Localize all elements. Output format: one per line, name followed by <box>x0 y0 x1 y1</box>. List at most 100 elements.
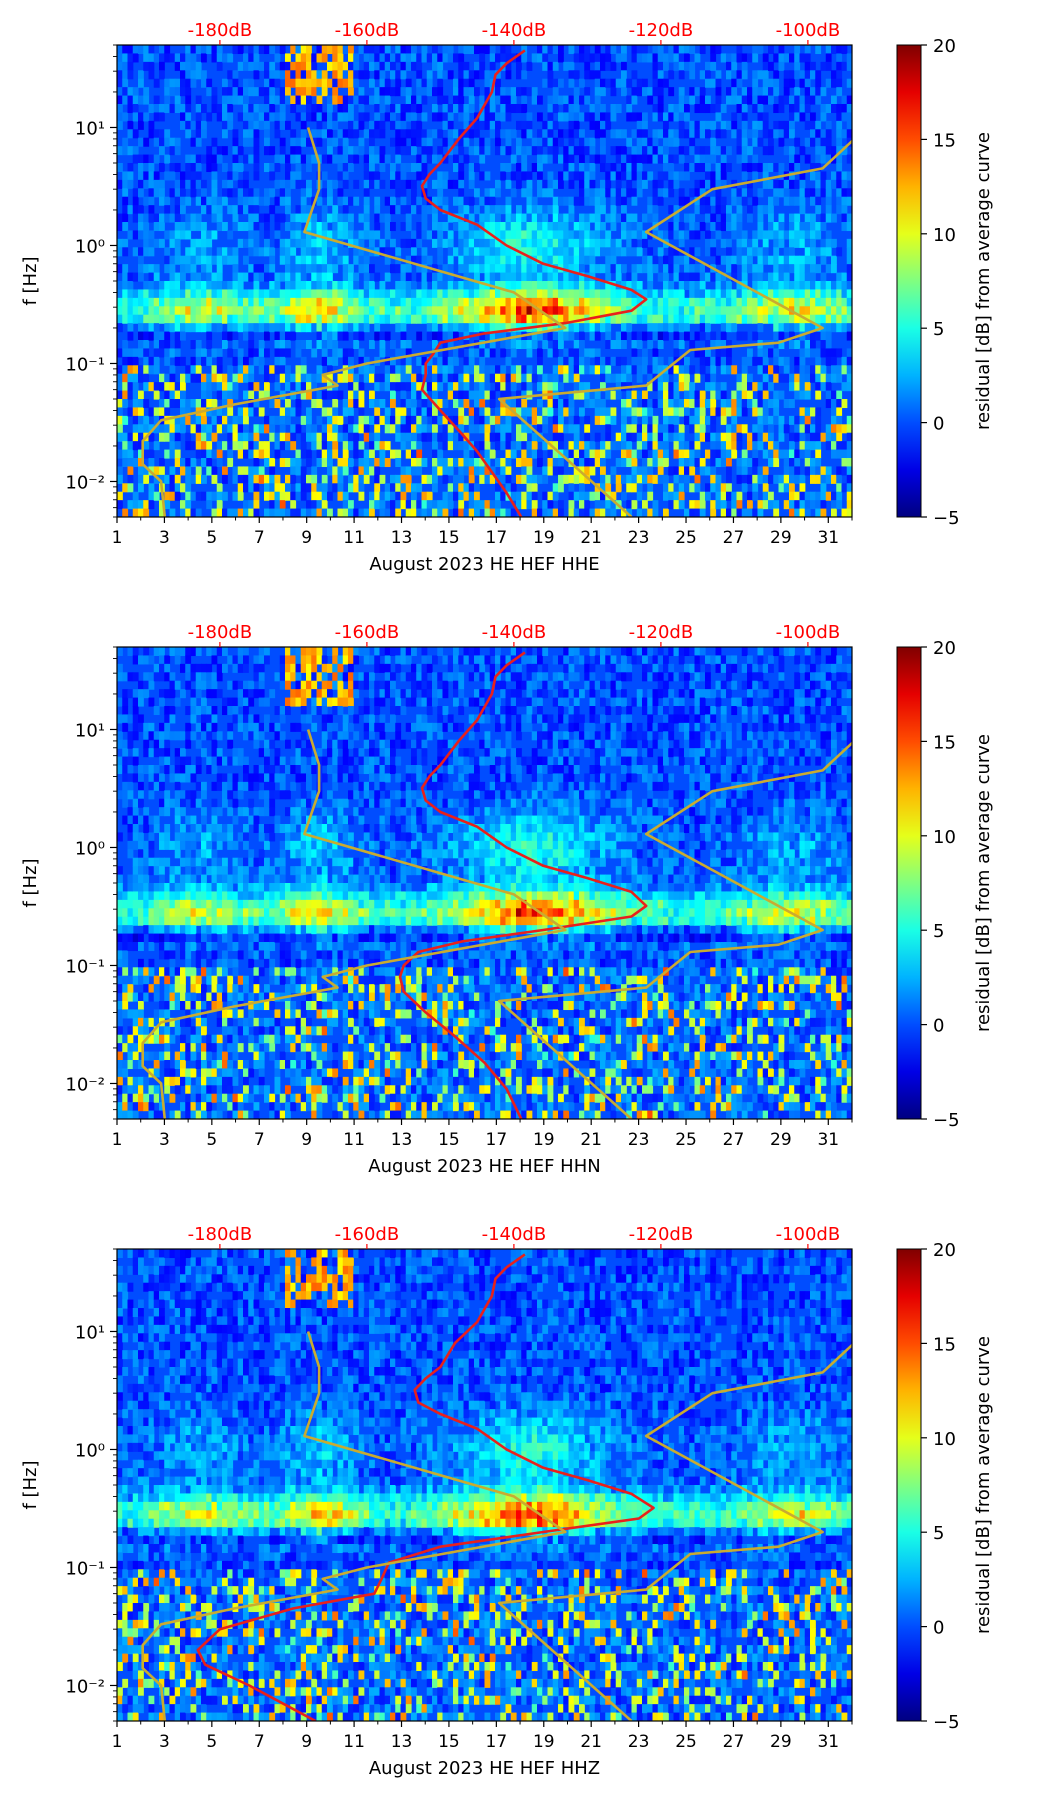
top-db-tick-label: -120dB <box>629 622 694 643</box>
x-tick-label: 27 <box>723 1732 745 1752</box>
colorbar-tick-label: −5 <box>933 1110 960 1131</box>
x-tick-label: 7 <box>254 1732 265 1752</box>
x-tick-label: 1 <box>112 1130 123 1150</box>
y-axis-label: f [Hz] <box>20 1460 41 1509</box>
y-tick-label: 10⁻¹ <box>65 354 105 375</box>
x-tick-label: 3 <box>159 1732 170 1752</box>
x-tick-label: 29 <box>770 528 792 548</box>
y-tick-label: 10⁻² <box>65 1074 105 1095</box>
x-tick-label: 1 <box>112 528 123 548</box>
x-tick-label: 25 <box>675 1130 697 1150</box>
x-tick-label: 21 <box>580 1732 602 1752</box>
top-db-tick-label: -100dB <box>776 20 841 41</box>
x-tick-label: 15 <box>438 1130 460 1150</box>
colorbar-tick-label: 20 <box>933 1240 956 1261</box>
y-tick-label: 10¹ <box>75 720 105 741</box>
x-tick-label: 11 <box>343 528 365 548</box>
colorbar-tick-label: 15 <box>933 130 956 151</box>
colorbar-tick-label: 0 <box>933 1618 944 1639</box>
x-tick-label: 31 <box>817 1130 839 1150</box>
x-tick-label: 15 <box>438 528 460 548</box>
spectrogram-image <box>117 45 853 518</box>
colorbar-tick-label: 10 <box>933 827 956 848</box>
x-axis-label: August 2023 HE HEF HHZ <box>369 1758 600 1779</box>
y-tick-label: 10¹ <box>75 1322 105 1343</box>
x-tick-label: 31 <box>817 528 839 548</box>
x-tick-label: 9 <box>301 1732 312 1752</box>
x-tick-label: 29 <box>770 1732 792 1752</box>
colorbar-tick-label: 20 <box>933 36 956 57</box>
x-tick-label: 11 <box>343 1130 365 1150</box>
top-db-tick-label: -180dB <box>188 20 253 41</box>
x-tick-label: 23 <box>628 1732 650 1752</box>
y-tick-label: 10⁻¹ <box>65 956 105 977</box>
colorbar-tick-label: 5 <box>933 921 944 942</box>
x-tick-label: 21 <box>580 1130 602 1150</box>
colorbar-tick-label: 5 <box>933 1523 944 1544</box>
top-db-tick-label: -180dB <box>188 1224 253 1245</box>
spectrogram-image <box>117 1249 853 1722</box>
x-tick-label: 17 <box>486 1732 508 1752</box>
x-tick-label: 13 <box>391 528 413 548</box>
x-tick-label: 13 <box>391 1732 413 1752</box>
colorbar-label: residual [dB] from average curve <box>973 734 994 1032</box>
colorbar-tick-label: 10 <box>933 225 956 246</box>
x-tick-label: 17 <box>486 528 508 548</box>
x-tick-label: 25 <box>675 1732 697 1752</box>
colorbar <box>897 647 921 1119</box>
colorbar-tick-label: 0 <box>933 1016 944 1037</box>
x-tick-label: 19 <box>533 1130 555 1150</box>
x-tick-label: 11 <box>343 1732 365 1752</box>
colorbar-label: residual [dB] from average curve <box>973 132 994 430</box>
top-db-tick-label: -140dB <box>482 20 547 41</box>
colorbar <box>897 45 921 517</box>
y-axis-label: f [Hz] <box>20 256 41 305</box>
y-tick-label: 10⁻² <box>65 472 105 493</box>
x-tick-label: 7 <box>254 1130 265 1150</box>
x-tick-label: 23 <box>628 528 650 548</box>
top-db-tick-label: -100dB <box>776 622 841 643</box>
spectrogram-image <box>117 647 853 1120</box>
y-tick-label: 10⁰ <box>75 1440 105 1461</box>
x-tick-label: 27 <box>723 1130 745 1150</box>
x-tick-label: 5 <box>206 1732 217 1752</box>
x-tick-label: 13 <box>391 1130 413 1150</box>
x-axis-label: August 2023 HE HEF HHE <box>369 554 599 575</box>
y-tick-label: 10⁰ <box>75 838 105 859</box>
colorbar-tick-label: 15 <box>933 1334 956 1355</box>
colorbar-tick-label: −5 <box>933 1712 960 1733</box>
top-db-tick-label: -160dB <box>335 20 400 41</box>
x-tick-label: 9 <box>301 1130 312 1150</box>
colorbar-tick-label: 10 <box>933 1429 956 1450</box>
colorbar <box>897 1249 921 1721</box>
top-db-tick-label: -120dB <box>629 1224 694 1245</box>
y-tick-label: 10¹ <box>75 118 105 139</box>
top-db-tick-label: -160dB <box>335 1224 400 1245</box>
x-tick-label: 19 <box>533 1732 555 1752</box>
y-tick-label: 10⁻¹ <box>65 1558 105 1579</box>
top-db-tick-label: -120dB <box>629 20 694 41</box>
x-tick-label: 21 <box>580 528 602 548</box>
top-db-tick-label: -140dB <box>482 622 547 643</box>
x-tick-label: 27 <box>723 528 745 548</box>
x-tick-label: 3 <box>159 528 170 548</box>
x-tick-label: 17 <box>486 1130 508 1150</box>
top-db-tick-label: -100dB <box>776 1224 841 1245</box>
x-tick-label: 9 <box>301 528 312 548</box>
colorbar-tick-label: 5 <box>933 319 944 340</box>
x-tick-label: 31 <box>817 1732 839 1752</box>
x-tick-label: 5 <box>206 1130 217 1150</box>
x-tick-label: 25 <box>675 528 697 548</box>
colorbar-tick-label: 0 <box>933 414 944 435</box>
top-db-tick-label: -140dB <box>482 1224 547 1245</box>
x-tick-label: 23 <box>628 1130 650 1150</box>
x-tick-label: 29 <box>770 1130 792 1150</box>
top-db-tick-label: -180dB <box>188 622 253 643</box>
